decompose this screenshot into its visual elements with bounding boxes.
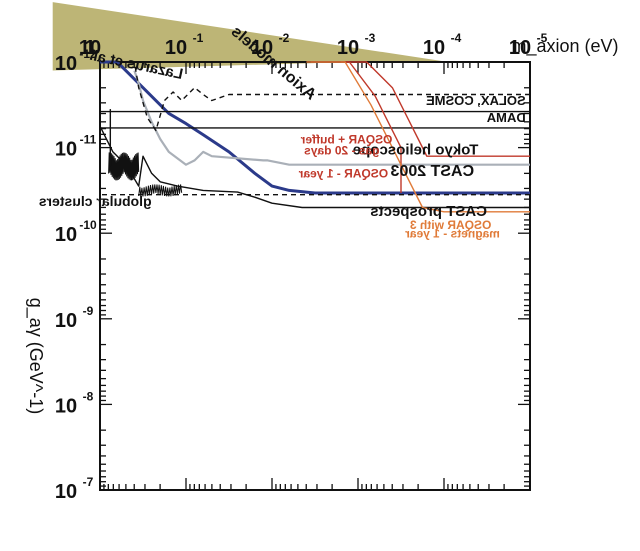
plot-frame bbox=[99, 61, 531, 491]
annotation-osqar-1-year: OSQAR - 1 year bbox=[298, 167, 388, 181]
x-tick-label-base: 10 bbox=[423, 37, 445, 59]
y-tick-label-exp: -11 bbox=[80, 133, 97, 147]
x-tick-label: 10 -1 bbox=[165, 31, 204, 59]
x-tick-label: 1 bbox=[84, 37, 95, 59]
x-tick-label: 10 -2 bbox=[251, 31, 290, 59]
y-tick-label-exp: -10 bbox=[79, 218, 97, 232]
x-tick-label: 10 -3 bbox=[337, 31, 376, 59]
y-tick-label: 10 -10 bbox=[55, 218, 97, 246]
y-tick-label-base: 10 bbox=[55, 395, 77, 417]
y-tick-label-exp: -8 bbox=[83, 389, 94, 403]
y-tick-label: 10 -12 bbox=[55, 47, 97, 75]
annotation-globular-clusters: globular clusters bbox=[39, 193, 152, 209]
x-tick-label: 10 bbox=[79, 37, 101, 59]
cast-noise-2 bbox=[108, 152, 140, 181]
annotation-solax-cosme: SOLAX, COSME bbox=[426, 93, 526, 108]
cast-noise-1 bbox=[138, 184, 183, 197]
y-tick-label-exp: -12 bbox=[79, 47, 97, 61]
x-tick-label-base: 10 bbox=[251, 37, 273, 59]
annotation-magnets-1-year: magnets - 1 year bbox=[405, 226, 500, 240]
y-tick-label: 10 -9 bbox=[55, 304, 94, 332]
annotation-osqar-with-3: OSQAR with 3 bbox=[410, 218, 492, 232]
x-tick-label-exp: -3 bbox=[365, 31, 376, 45]
x-tick-label-base: 1 bbox=[84, 37, 95, 59]
axis-ticks bbox=[99, 61, 531, 490]
annotation-dama: DAMA bbox=[486, 110, 526, 125]
y-tick-label: 10 -8 bbox=[55, 389, 94, 417]
x-tick-label-base: 10 bbox=[337, 37, 359, 59]
y-tick-label-base: 10 bbox=[55, 139, 77, 161]
axion-models-band bbox=[52, 2, 449, 71]
x-tick-label-exp: -1 bbox=[193, 31, 204, 45]
series-line bbox=[133, 70, 530, 166]
x-tick-label-exp: -2 bbox=[279, 31, 290, 45]
x-tick-label-base: 10 bbox=[509, 37, 531, 59]
x-tick-label-exp: -4 bbox=[451, 31, 462, 45]
x-tick-label-exp: -5 bbox=[537, 31, 548, 45]
series-line bbox=[99, 62, 530, 209]
noise-layer bbox=[108, 109, 183, 197]
series-line bbox=[125, 61, 530, 132]
y-axis-title: g_aγ (GeV^-1) bbox=[25, 298, 46, 415]
x-axis-title: m_axion (eV) bbox=[511, 36, 618, 57]
y-tick-label-exp: -9 bbox=[83, 304, 94, 318]
series-layer bbox=[99, 60, 530, 213]
y-tick-label-base: 10 bbox=[55, 224, 77, 246]
annotation-tokyo-helioscope: Tokyo helioscope bbox=[353, 141, 479, 158]
series-line bbox=[306, 61, 530, 213]
x-tick-label-base: 10 bbox=[79, 37, 101, 59]
y-tick-label-base: 10 bbox=[55, 53, 77, 75]
annotation-osqar-buffer: OSQAR + buffer bbox=[300, 132, 392, 146]
x-tick-label: 10 -5 bbox=[509, 31, 548, 59]
annotation-gas-20-days: gas - 20 days bbox=[304, 143, 380, 157]
y-tick-label: 10 -11 bbox=[55, 133, 97, 161]
text-layer: 10-510-410-310-210 -111010-1210-1110-1010… bbox=[25, 23, 619, 503]
y-tick-label-base: 10 bbox=[55, 310, 77, 332]
annotation-cast-2003: CAST 2003 bbox=[390, 163, 474, 180]
y-tick-label: 10 -7 bbox=[55, 475, 94, 503]
annotation-cast-prospects: CAST prospects bbox=[370, 203, 487, 220]
x-tick-label: 10 -4 bbox=[423, 31, 462, 59]
y-tick-label-exp: -7 bbox=[83, 475, 94, 489]
y-tick-label-base: 10 bbox=[55, 481, 77, 503]
mirrored-chart-group: 10-510-410-310-210 -111010-1210-1110-1010… bbox=[25, 2, 619, 503]
x-tick-label-base: 10 bbox=[165, 37, 187, 59]
